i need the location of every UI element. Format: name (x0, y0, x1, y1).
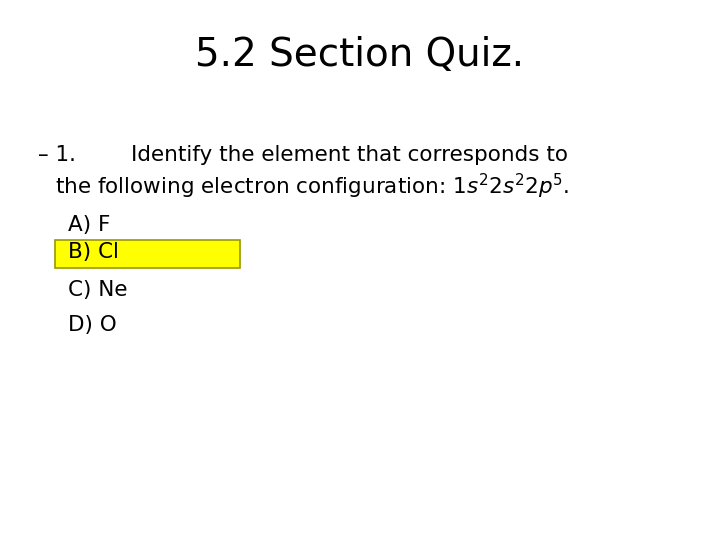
Text: D) O: D) O (68, 315, 117, 335)
Text: the following electron configuration: 1$s^2$2$s^2$2$p^5$.: the following electron configuration: 1$… (55, 172, 570, 201)
Text: 5.2 Section Quiz.: 5.2 Section Quiz. (195, 36, 525, 74)
Text: A) F: A) F (68, 215, 110, 235)
FancyBboxPatch shape (55, 240, 240, 268)
Text: C) Ne: C) Ne (68, 280, 127, 300)
Text: B) Cl: B) Cl (68, 242, 119, 262)
Text: – 1.        Identify the element that corresponds to: – 1. Identify the element that correspon… (38, 145, 568, 165)
